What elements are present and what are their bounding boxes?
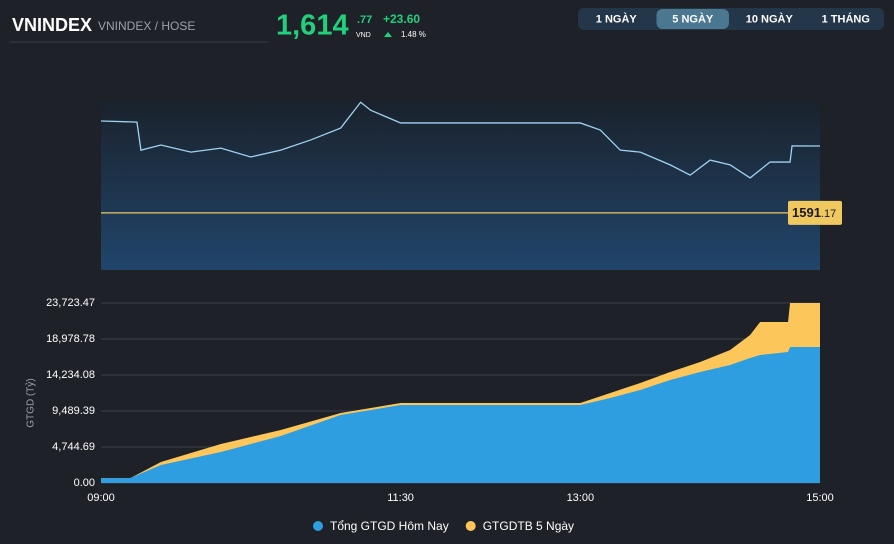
price-chart: 1591.17: [100, 101, 842, 225]
x-tick-label: 11:30: [387, 492, 414, 504]
tab-bar: [578, 8, 884, 30]
x-tick-label: 13:00: [567, 492, 595, 504]
reference-label: 1591.17: [792, 205, 836, 220]
price: 1,614: [276, 10, 349, 42]
symbol: VNINDEX: [12, 15, 92, 35]
legend-label: GTGDTB 5 Ngày: [483, 519, 574, 533]
tabs: 1 NGÀY 5 NGÀY 10 NGÀY 1 THÁNG: [596, 9, 870, 29]
x-tick-label: 15:00: [806, 492, 834, 504]
price-line: [100, 101, 821, 179]
tab[interactable]: 10 NGÀY: [746, 12, 794, 25]
y-tick-label: 23,723.47: [46, 297, 95, 309]
exchange: VNINDEX / HOSE: [98, 19, 195, 33]
price-decimal: .77: [357, 14, 372, 26]
tab[interactable]: 5 NGÀY: [672, 12, 714, 25]
reference-dec: .17: [821, 208, 836, 220]
price-plot: [101, 100, 820, 270]
area: [101, 347, 820, 483]
tab[interactable]: 1 NGÀY: [596, 12, 638, 25]
y-tick-label: 4,744.69: [52, 441, 95, 453]
legend-swatch: [465, 521, 476, 531]
legend-swatch: [313, 521, 323, 531]
reference-int: 1591: [792, 205, 821, 220]
currency: VND: [356, 32, 371, 39]
change: +23.60: [383, 12, 420, 26]
y-tick-label: 9,489.39: [52, 405, 95, 417]
tab[interactable]: 1 THÁNG: [822, 12, 870, 25]
y-tick-label: 14,234.08: [46, 369, 95, 381]
value-chart: 0.00 4,744.69 9,489.39 14,234.08 18,978.78 23…: [25, 297, 834, 533]
y-axis-label: GTGD (Tỷ): [25, 378, 37, 427]
legend-label: Tổng GTGD Hôm Nay: [330, 519, 449, 533]
reference-tag: [788, 200, 842, 225]
y-tick-label: 0.00: [74, 477, 95, 489]
tab-active-bg: [656, 9, 729, 29]
x-tick-label: 09:00: [87, 492, 115, 504]
y-tick-label: 18,978.78: [46, 333, 95, 345]
up-arrow: [384, 32, 392, 37]
change-percent: 1.48 %: [401, 30, 426, 39]
